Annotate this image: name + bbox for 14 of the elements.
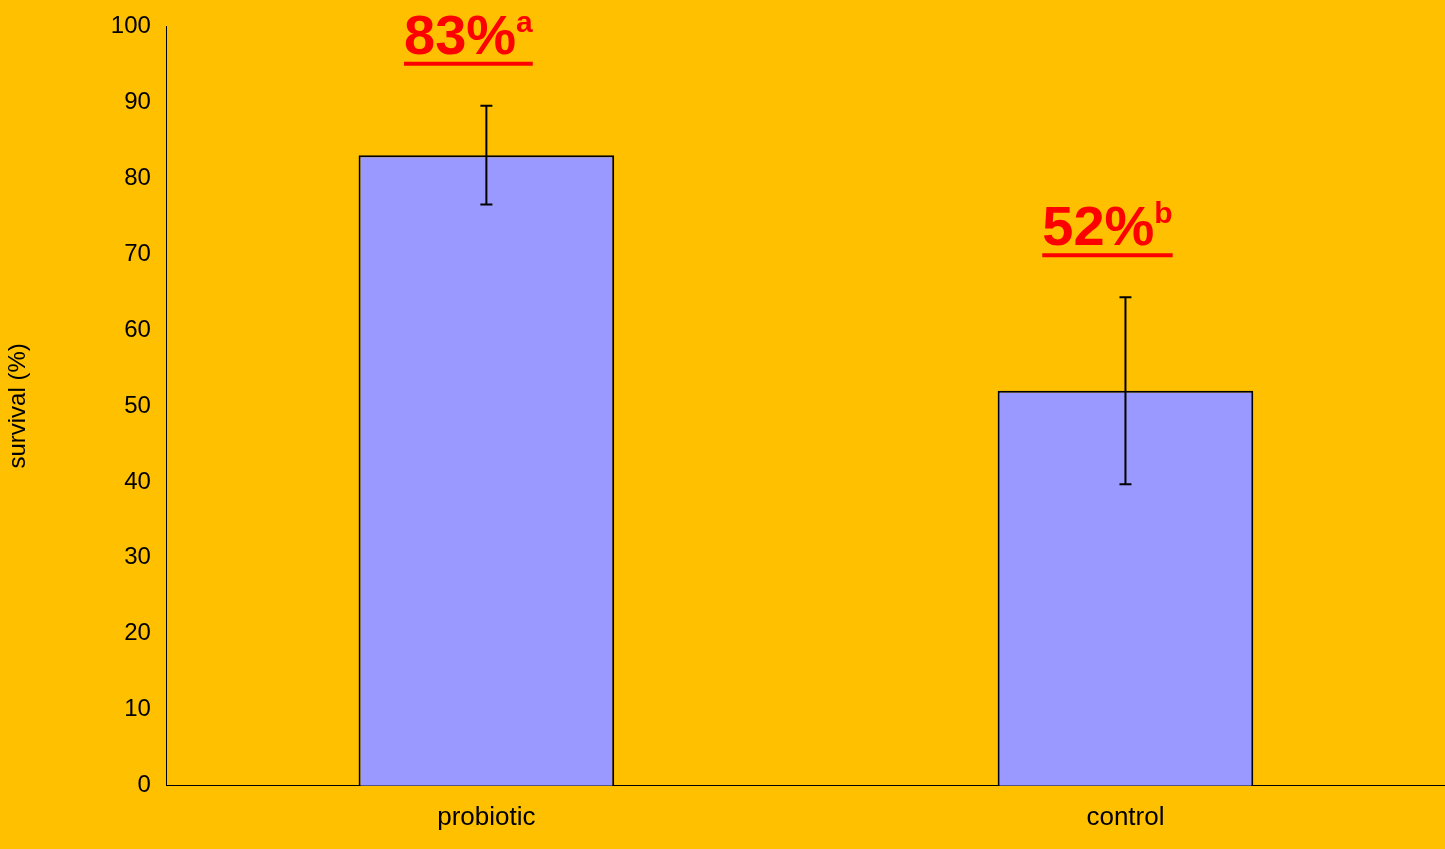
y-tick-label: 90 bbox=[124, 86, 151, 114]
y-tick-label: 50 bbox=[124, 390, 151, 418]
y-tick-label: 40 bbox=[124, 466, 151, 494]
y-tick-label: 60 bbox=[124, 314, 151, 342]
y-tick-label: 70 bbox=[124, 238, 151, 266]
y-tick-label: 80 bbox=[124, 162, 151, 190]
y-tick-label: 0 bbox=[137, 770, 151, 798]
y-tick-label: 100 bbox=[110, 10, 151, 38]
y-axis-title: survival (%) bbox=[3, 343, 31, 469]
x-tick-label: probiotic bbox=[437, 800, 536, 831]
y-tick-label: 10 bbox=[124, 694, 151, 722]
x-tick-label: control bbox=[1086, 800, 1165, 831]
y-tick-label: 30 bbox=[124, 542, 151, 570]
y-tick-label: 20 bbox=[124, 618, 151, 646]
